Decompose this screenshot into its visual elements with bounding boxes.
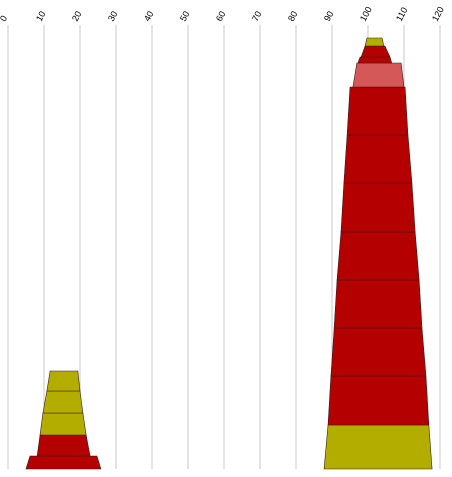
pyramid-layer (336, 231, 420, 281)
x-tick-label: 80 (286, 9, 300, 23)
x-tick-label: 20 (70, 9, 84, 23)
x-tick-label: 50 (178, 9, 192, 23)
x-tick-label: 10 (34, 9, 48, 23)
pyramid-layer (323, 424, 433, 470)
x-tick-label: 90 (322, 9, 336, 23)
pyramid-layer (340, 182, 416, 233)
pyramid-layer (330, 327, 427, 377)
x-tick-label: 120 (430, 5, 446, 23)
pyramid-layer (357, 56, 393, 64)
pyramid-layer (42, 390, 84, 414)
x-tick-label: 40 (142, 9, 156, 23)
pyramid-layer (25, 455, 102, 470)
x-tick-label: 60 (214, 9, 228, 23)
x-tick-label: 110 (394, 6, 410, 23)
pyramid-layer (46, 370, 81, 392)
pyramid-layer (36, 434, 91, 457)
x-tick-label: 0 (0, 14, 9, 23)
pyramid-layer (364, 37, 385, 47)
x-tick-label: 30 (106, 9, 120, 23)
pyramid-layer (343, 134, 413, 184)
pyramid-layer (352, 62, 405, 88)
pyramid-layer (333, 279, 423, 329)
x-tick-label: 100 (358, 5, 374, 23)
pyramid-layer (327, 375, 430, 426)
pyramid-layer (360, 45, 391, 58)
x-tick-label: 70 (250, 9, 264, 23)
pyramid-layer (346, 86, 409, 136)
pyramid-layer (39, 412, 87, 436)
